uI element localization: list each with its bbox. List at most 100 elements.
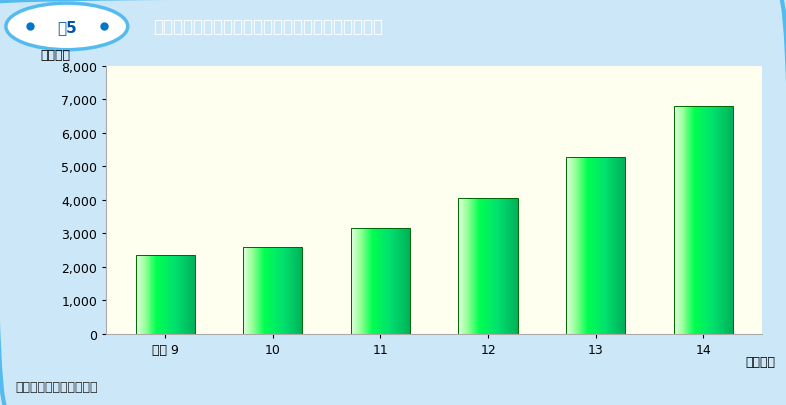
Bar bbox=[506, 199, 507, 334]
Bar bbox=[514, 199, 515, 334]
Bar bbox=[254, 247, 255, 334]
Bar bbox=[373, 229, 375, 334]
Bar bbox=[700, 107, 701, 334]
Bar bbox=[265, 247, 266, 334]
Bar bbox=[245, 247, 246, 334]
Text: （年度）: （年度） bbox=[745, 355, 775, 368]
Bar bbox=[375, 229, 376, 334]
Bar bbox=[715, 107, 716, 334]
Bar bbox=[270, 247, 271, 334]
Bar bbox=[257, 247, 258, 334]
Bar bbox=[184, 256, 185, 334]
Bar bbox=[140, 256, 141, 334]
Bar bbox=[383, 229, 384, 334]
Bar bbox=[188, 256, 189, 334]
Bar bbox=[403, 229, 404, 334]
Bar bbox=[299, 247, 300, 334]
Bar bbox=[507, 199, 508, 334]
Bar bbox=[357, 229, 358, 334]
Bar bbox=[159, 256, 160, 334]
Text: （資料）文部科学省調べ: （資料）文部科学省調べ bbox=[16, 380, 98, 393]
Bar bbox=[717, 107, 718, 334]
Bar bbox=[395, 229, 396, 334]
Bar bbox=[183, 256, 184, 334]
Bar bbox=[603, 158, 604, 334]
Bar bbox=[590, 158, 591, 334]
Bar bbox=[515, 199, 516, 334]
Bar bbox=[264, 247, 265, 334]
Bar bbox=[484, 199, 485, 334]
Bar bbox=[174, 256, 175, 334]
Bar bbox=[608, 158, 609, 334]
Bar bbox=[502, 199, 503, 334]
Bar bbox=[258, 247, 259, 334]
Bar bbox=[180, 256, 181, 334]
Bar bbox=[136, 256, 195, 334]
Bar bbox=[492, 199, 493, 334]
Bar bbox=[485, 199, 486, 334]
Bar bbox=[489, 199, 490, 334]
Bar bbox=[171, 256, 172, 334]
Bar bbox=[168, 256, 169, 334]
Bar bbox=[616, 158, 617, 334]
Bar bbox=[730, 107, 731, 334]
Bar bbox=[588, 158, 589, 334]
Bar bbox=[290, 247, 291, 334]
Bar bbox=[154, 256, 156, 334]
Bar bbox=[263, 247, 264, 334]
Bar bbox=[405, 229, 406, 334]
Bar bbox=[677, 107, 678, 334]
Bar bbox=[477, 199, 478, 334]
Bar bbox=[252, 247, 253, 334]
Bar bbox=[148, 256, 149, 334]
Bar bbox=[577, 158, 578, 334]
Bar bbox=[157, 256, 159, 334]
Bar bbox=[156, 256, 157, 334]
Bar bbox=[509, 199, 510, 334]
Bar bbox=[718, 107, 719, 334]
Bar bbox=[728, 107, 729, 334]
Bar bbox=[486, 199, 487, 334]
Bar bbox=[164, 256, 165, 334]
Bar bbox=[393, 229, 395, 334]
Bar bbox=[193, 256, 194, 334]
Bar bbox=[273, 247, 274, 334]
Bar bbox=[611, 158, 612, 334]
Bar bbox=[362, 229, 364, 334]
Bar bbox=[169, 256, 171, 334]
Bar bbox=[704, 107, 705, 334]
Bar bbox=[380, 229, 381, 334]
Bar bbox=[726, 107, 727, 334]
Bar bbox=[384, 229, 385, 334]
Bar bbox=[609, 158, 611, 334]
Bar bbox=[686, 107, 688, 334]
Bar bbox=[178, 256, 179, 334]
Bar bbox=[255, 247, 256, 334]
Bar bbox=[725, 107, 726, 334]
Bar bbox=[473, 199, 474, 334]
Bar bbox=[460, 199, 461, 334]
Bar bbox=[376, 229, 377, 334]
Bar bbox=[707, 107, 708, 334]
Bar bbox=[141, 256, 142, 334]
Bar bbox=[731, 107, 732, 334]
Bar bbox=[175, 256, 176, 334]
Bar bbox=[186, 256, 187, 334]
Bar bbox=[505, 199, 506, 334]
Bar bbox=[409, 229, 410, 334]
Bar bbox=[604, 158, 605, 334]
Bar bbox=[461, 199, 462, 334]
Bar bbox=[674, 107, 733, 334]
Bar bbox=[295, 247, 296, 334]
Bar bbox=[356, 229, 357, 334]
Bar bbox=[387, 229, 388, 334]
Bar bbox=[268, 247, 269, 334]
Bar bbox=[481, 199, 482, 334]
Bar bbox=[288, 247, 290, 334]
Bar bbox=[351, 229, 352, 334]
Bar bbox=[358, 229, 360, 334]
Bar bbox=[172, 256, 173, 334]
Bar bbox=[702, 107, 703, 334]
Bar bbox=[176, 256, 177, 334]
Bar bbox=[690, 107, 692, 334]
